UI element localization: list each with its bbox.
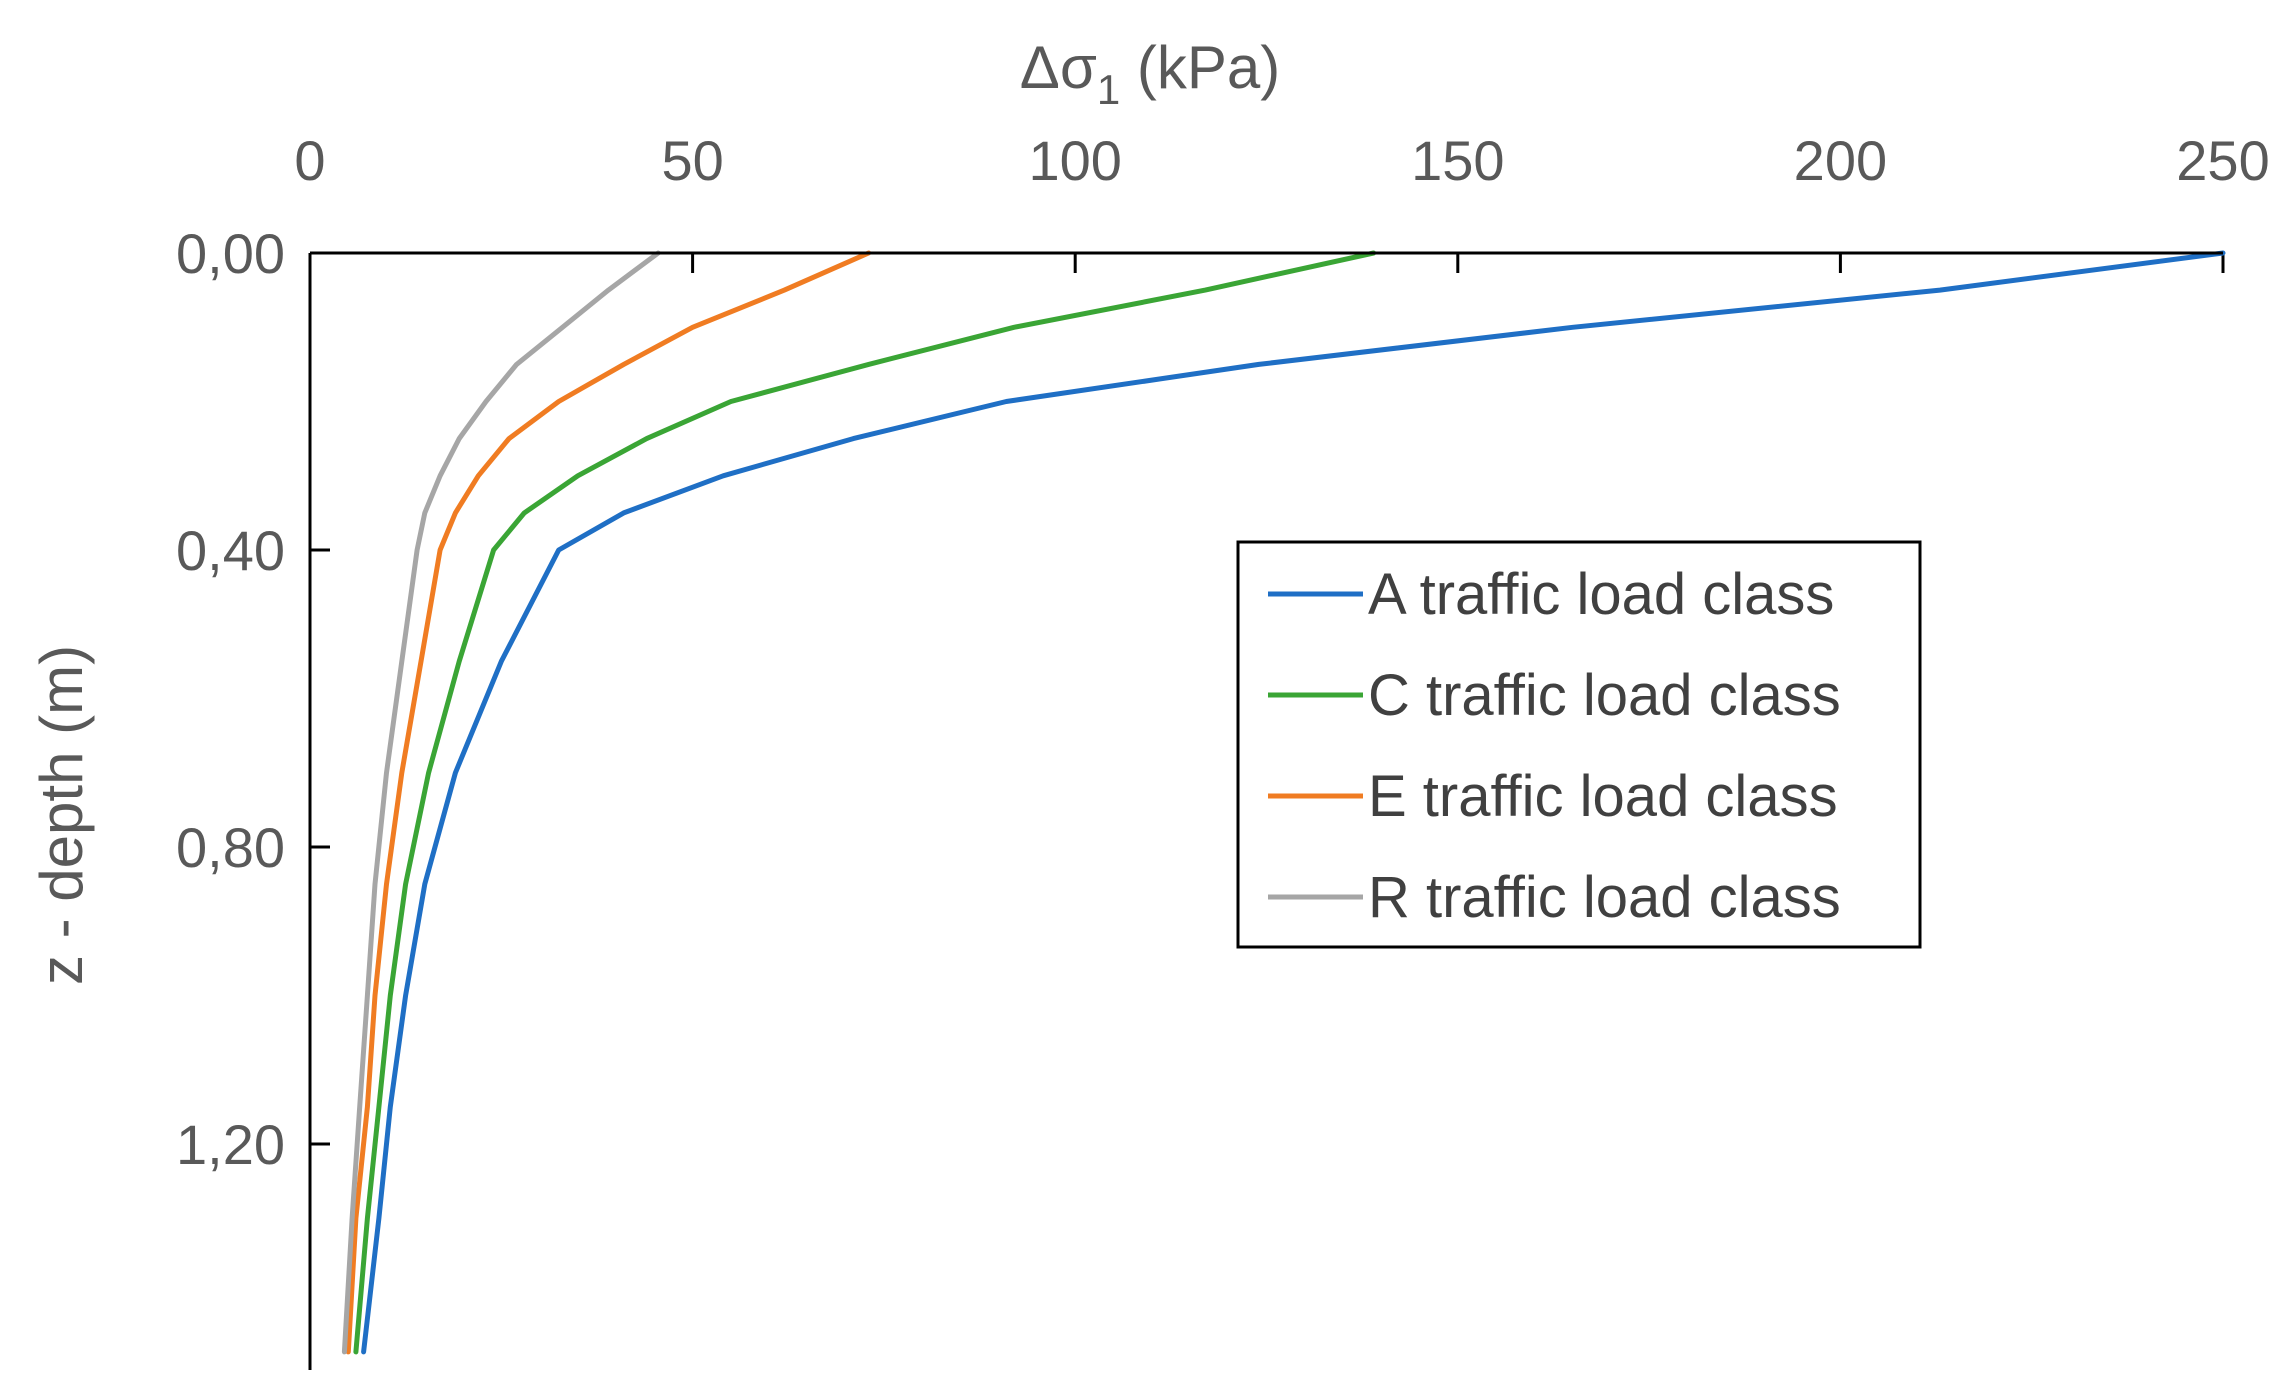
x-tick-label-0: 0 — [294, 129, 325, 192]
x-tick-label-3: 150 — [1411, 129, 1504, 192]
x-axis-title-main: Δσ — [1020, 34, 1097, 101]
series-line-1 — [353, 250, 1377, 1355]
series-line-0 — [361, 250, 2226, 1355]
legend-label-1: C traffic load class — [1368, 663, 1841, 728]
x-tick-label-1: 50 — [661, 129, 723, 192]
y-axis-ticks: 0,00 0,40 0,80 1,20 — [176, 222, 330, 1176]
x-axis-title-unit: (kPa) — [1120, 34, 1280, 101]
x-tick-label-4: 200 — [1794, 129, 1887, 192]
legend: A traffic load class C traffic load class… — [1236, 540, 1922, 949]
x-axis-ticks: 0 50 100 150 200 250 — [294, 129, 2270, 273]
x-axis-title: Δσ1 (kPa) — [1020, 34, 1281, 113]
x-tick-label-5: 250 — [2176, 129, 2269, 192]
series-line-2 — [345, 250, 872, 1355]
y-tick-label-2: 0,80 — [176, 816, 285, 879]
x-tick-label-2: 100 — [1028, 129, 1121, 192]
x-axis-title-subscript: 1 — [1097, 66, 1120, 113]
y-tick-label-3: 1,20 — [176, 1113, 285, 1176]
legend-label-2: E traffic load class — [1368, 764, 1838, 829]
y-axis-title: z - depth (m) — [28, 645, 95, 985]
series-line-3 — [341, 250, 661, 1355]
legend-label-3: R traffic load class — [1368, 865, 1841, 930]
y-tick-label-0: 0,00 — [176, 222, 285, 285]
legend-label-0: A traffic load class — [1368, 562, 1834, 627]
data-series — [341, 250, 2226, 1355]
legend-box — [1236, 540, 1922, 949]
y-tick-label-1: 0,40 — [176, 519, 285, 582]
